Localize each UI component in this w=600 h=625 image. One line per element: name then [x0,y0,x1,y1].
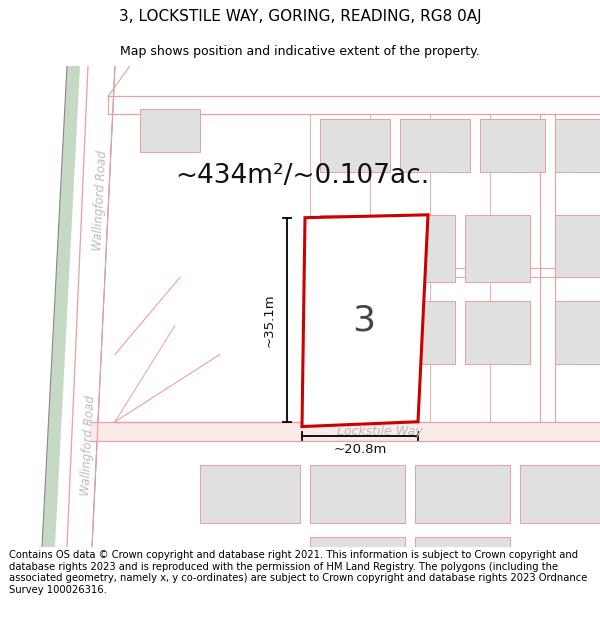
Text: 3, LOCKSTILE WAY, GORING, READING, RG8 0AJ: 3, LOCKSTILE WAY, GORING, READING, RG8 0… [119,9,481,24]
Text: Map shows position and indicative extent of the property.: Map shows position and indicative extent… [120,46,480,58]
Text: Contains OS data © Crown copyright and database right 2021. This information is : Contains OS data © Crown copyright and d… [9,550,587,595]
Text: Wallingford Road: Wallingford Road [91,150,109,251]
Bar [465,215,530,282]
Bar [465,301,530,364]
Text: ~20.8m: ~20.8m [334,443,386,456]
Polygon shape [42,66,80,547]
Bar [555,215,600,278]
Bar [480,119,545,171]
Bar [310,465,405,522]
Polygon shape [90,422,600,441]
Polygon shape [302,215,428,426]
Bar [555,301,600,364]
Text: ~35.1m: ~35.1m [263,293,275,346]
Bar [320,215,375,282]
Bar [390,215,455,282]
Bar [555,119,600,171]
Bar [200,465,300,522]
Bar [320,119,390,171]
Bar [390,301,455,364]
Bar [140,109,200,152]
Bar [415,465,510,522]
Text: Lockstile Way: Lockstile Way [337,425,423,438]
Text: 3: 3 [352,303,375,338]
Bar [415,538,510,547]
Bar [310,538,405,547]
Text: Wallingford Road: Wallingford Road [79,395,97,496]
Bar [520,465,600,522]
Bar [400,119,470,171]
Bar [320,301,375,364]
Text: ~434m²/~0.107ac.: ~434m²/~0.107ac. [175,163,429,189]
